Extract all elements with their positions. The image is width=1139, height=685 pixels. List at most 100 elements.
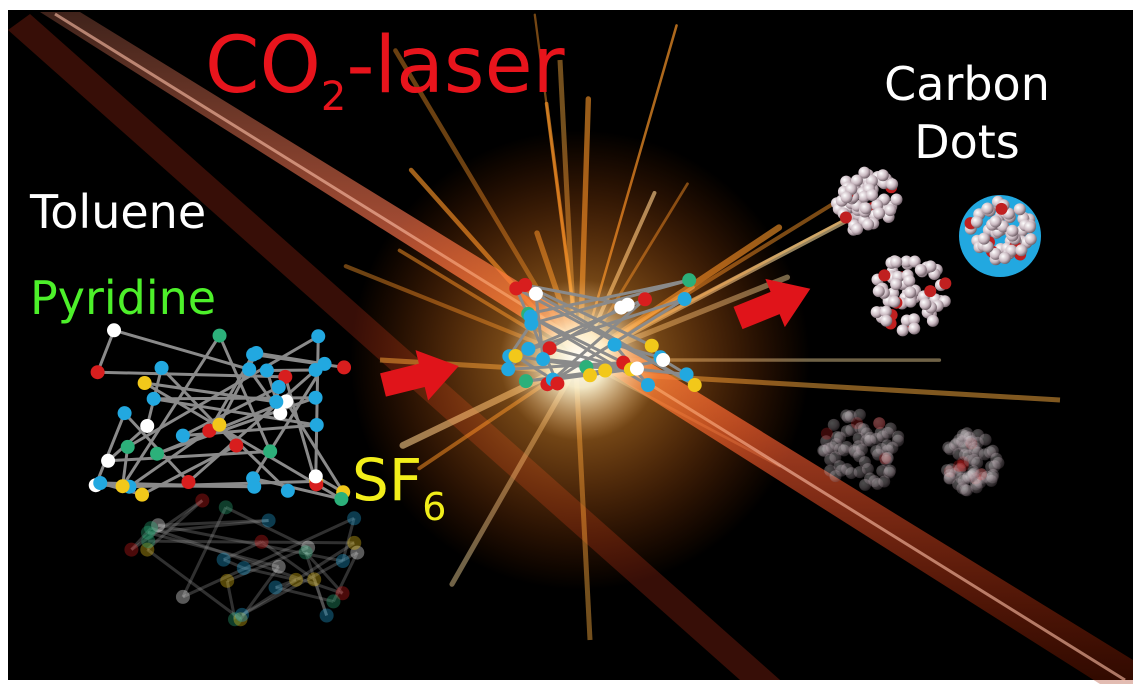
bond bbox=[158, 518, 269, 527]
atom bbox=[120, 439, 135, 454]
atom bbox=[308, 469, 323, 484]
atom bbox=[273, 406, 288, 421]
particle-atom bbox=[888, 295, 901, 308]
atom bbox=[117, 406, 132, 421]
bond bbox=[143, 381, 343, 501]
atom bbox=[140, 418, 155, 433]
bond bbox=[96, 329, 116, 373]
particle-atom bbox=[890, 256, 903, 269]
atom bbox=[218, 500, 233, 515]
atom bbox=[682, 273, 697, 288]
particle-atom bbox=[961, 484, 974, 497]
particle-atom bbox=[896, 324, 909, 337]
particle-atom bbox=[989, 215, 1002, 228]
atom bbox=[175, 589, 190, 604]
reagent-label: Toluene bbox=[29, 185, 206, 239]
particle-atom bbox=[833, 460, 846, 473]
particle-atom bbox=[989, 247, 1002, 260]
product-label: Carbon bbox=[884, 57, 1050, 111]
atom bbox=[271, 559, 286, 574]
atom bbox=[298, 545, 313, 560]
particle-atom bbox=[953, 433, 966, 446]
particle-atom bbox=[839, 211, 852, 224]
atom bbox=[195, 493, 210, 508]
atom bbox=[687, 378, 702, 393]
bond bbox=[341, 517, 356, 562]
particle-atom bbox=[820, 427, 833, 440]
atom bbox=[154, 360, 169, 375]
bond bbox=[304, 551, 329, 616]
atom bbox=[249, 346, 264, 361]
bond bbox=[260, 540, 316, 581]
particle-atom bbox=[884, 464, 897, 477]
atom bbox=[101, 453, 116, 468]
bond bbox=[314, 336, 320, 477]
bond bbox=[304, 551, 344, 595]
bond bbox=[146, 548, 242, 621]
bond bbox=[146, 499, 204, 551]
atom bbox=[335, 586, 350, 601]
laser-main: CO bbox=[205, 21, 321, 111]
bond bbox=[225, 580, 237, 620]
bond bbox=[126, 335, 320, 449]
bond bbox=[187, 368, 317, 484]
particle-atom bbox=[890, 193, 903, 206]
atom bbox=[509, 281, 524, 296]
atom bbox=[521, 341, 536, 356]
atom bbox=[677, 292, 692, 307]
particle-atom bbox=[904, 286, 917, 299]
atom bbox=[212, 417, 227, 432]
bond bbox=[332, 551, 359, 603]
atom bbox=[528, 286, 543, 301]
particle-atom bbox=[829, 470, 842, 483]
particle-atom bbox=[1015, 244, 1028, 257]
particle-atom bbox=[886, 441, 899, 454]
atom bbox=[542, 341, 557, 356]
gas-label: SF6 bbox=[352, 446, 446, 529]
particle-atom bbox=[943, 469, 956, 482]
reagent-label: Pyridine bbox=[30, 271, 216, 325]
bond bbox=[312, 578, 329, 616]
particle-atom bbox=[961, 472, 974, 485]
particle-atom bbox=[978, 448, 991, 461]
atom bbox=[202, 423, 217, 438]
particle-atom bbox=[840, 440, 853, 453]
atom bbox=[679, 367, 694, 382]
particle-atom bbox=[926, 314, 939, 327]
bond bbox=[107, 449, 271, 463]
bond bbox=[157, 523, 344, 563]
atom bbox=[135, 487, 150, 502]
particle-atom bbox=[853, 466, 866, 479]
atom bbox=[614, 300, 629, 315]
bond bbox=[147, 518, 269, 535]
particle-atom bbox=[844, 410, 857, 423]
arrow bbox=[733, 278, 811, 330]
atom bbox=[216, 552, 231, 567]
particle-atom bbox=[866, 189, 879, 202]
particle-atom bbox=[858, 166, 871, 179]
bond bbox=[275, 586, 334, 603]
bond bbox=[148, 539, 355, 545]
bond bbox=[226, 546, 309, 583]
atom bbox=[334, 492, 349, 507]
bond bbox=[121, 334, 221, 488]
atom bbox=[656, 352, 671, 367]
atom bbox=[242, 362, 257, 377]
bond bbox=[222, 540, 263, 561]
atom bbox=[227, 612, 242, 627]
particle-atom bbox=[881, 451, 894, 464]
atom bbox=[301, 540, 316, 555]
atom bbox=[582, 368, 597, 383]
atom bbox=[140, 542, 155, 557]
atom bbox=[523, 309, 538, 324]
particle-atom bbox=[974, 476, 987, 489]
atom bbox=[115, 479, 130, 494]
atom bbox=[261, 513, 276, 528]
atom bbox=[347, 511, 362, 526]
particle-atom bbox=[959, 448, 972, 461]
atom bbox=[335, 554, 350, 569]
particle-atom bbox=[987, 468, 1000, 481]
flash bbox=[350, 130, 810, 590]
atom bbox=[236, 561, 251, 576]
